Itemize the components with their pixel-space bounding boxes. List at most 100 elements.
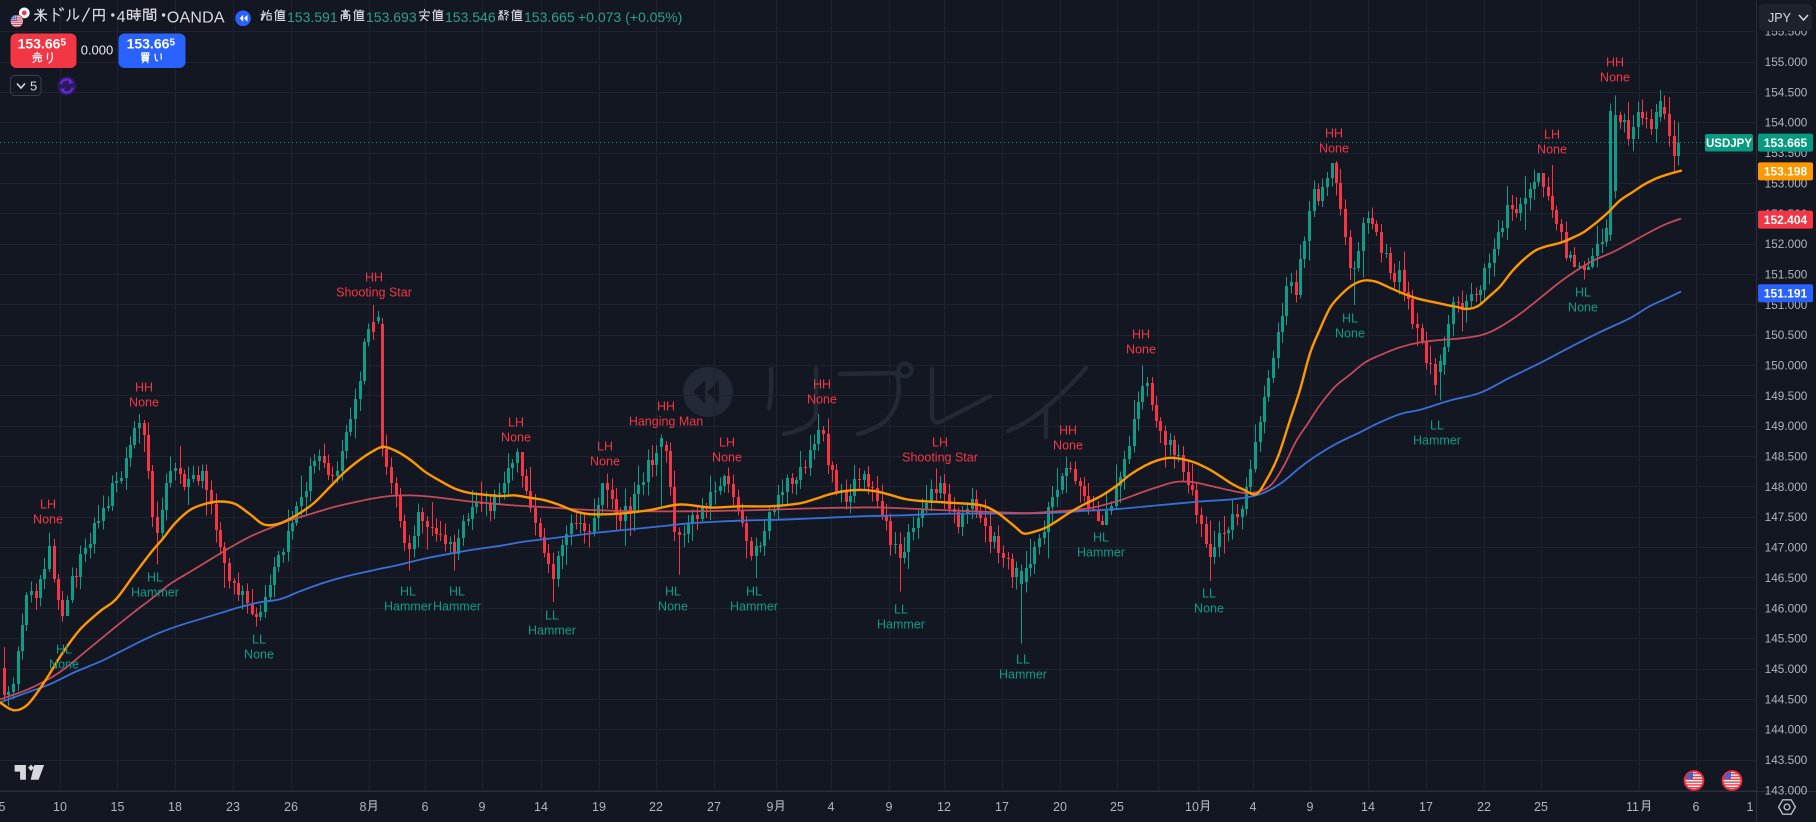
svg-text:HL: HL (665, 585, 681, 599)
svg-text:LL: LL (894, 603, 908, 617)
svg-text:LH: LH (40, 498, 56, 512)
svg-text:None: None (1053, 439, 1083, 453)
svg-text:150.000: 150.000 (1765, 359, 1808, 373)
svg-text:143.000: 143.000 (1765, 783, 1808, 797)
svg-text:Hammer: Hammer (877, 618, 925, 632)
svg-text:Hammer: Hammer (999, 668, 1047, 682)
svg-text:25: 25 (1110, 800, 1124, 814)
svg-text:153.665: 153.665 (1764, 136, 1808, 150)
svg-text:HL: HL (449, 585, 465, 599)
svg-text:None: None (712, 451, 742, 465)
svg-text:23: 23 (226, 800, 240, 814)
svg-text:147.000: 147.000 (1765, 541, 1808, 555)
svg-text:143.500: 143.500 (1765, 753, 1808, 767)
svg-text:None: None (501, 431, 531, 445)
svg-text:15: 15 (111, 800, 125, 814)
svg-text:153.546: 153.546 (445, 9, 496, 25)
svg-text:None: None (658, 600, 688, 614)
svg-text:LH: LH (1544, 128, 1560, 142)
svg-text:Hammer: Hammer (730, 600, 778, 614)
svg-text:None: None (1319, 142, 1349, 156)
svg-text:18: 18 (168, 800, 182, 814)
svg-text:144.000: 144.000 (1765, 723, 1808, 737)
svg-text:None: None (1537, 143, 1567, 157)
svg-text:LL: LL (1202, 587, 1216, 601)
svg-text:None: None (1194, 602, 1224, 616)
svg-text:6: 6 (1693, 800, 1700, 814)
svg-text:Hammer: Hammer (1077, 546, 1125, 560)
svg-text:+0.073 (+0.05%): +0.073 (+0.05%) (578, 9, 682, 25)
svg-text:27: 27 (707, 800, 721, 814)
svg-text:HH: HH (813, 378, 831, 392)
svg-text:22: 22 (1477, 800, 1491, 814)
svg-text:152.404: 152.404 (1764, 213, 1808, 227)
svg-text:6: 6 (422, 800, 429, 814)
svg-text:None: None (1126, 343, 1156, 357)
svg-text:LL: LL (545, 609, 559, 623)
svg-text:153.198: 153.198 (1764, 165, 1808, 179)
svg-text:10: 10 (1185, 800, 1199, 814)
svg-text:151.191: 151.191 (1764, 287, 1808, 301)
svg-text:LL: LL (1430, 419, 1444, 433)
svg-text:22: 22 (649, 800, 663, 814)
svg-text:Shooting Star: Shooting Star (336, 286, 412, 300)
svg-text:151.500: 151.500 (1765, 268, 1808, 282)
svg-text:HL: HL (56, 643, 72, 657)
svg-text:HL: HL (1342, 312, 1358, 326)
svg-text:26: 26 (284, 800, 298, 814)
svg-text:148.500: 148.500 (1765, 450, 1808, 464)
svg-text:149.000: 149.000 (1765, 419, 1808, 433)
svg-text:Hammer: Hammer (433, 600, 481, 614)
svg-text:HL: HL (400, 585, 416, 599)
svg-text:LH: LH (508, 416, 524, 430)
svg-text:LL: LL (1016, 653, 1030, 667)
svg-text:1: 1 (1747, 800, 1754, 814)
svg-text:None: None (33, 513, 63, 527)
svg-text:150.500: 150.500 (1765, 328, 1808, 342)
svg-text:HL: HL (746, 585, 762, 599)
svg-text:145.000: 145.000 (1765, 662, 1808, 676)
svg-text:4: 4 (1250, 800, 1257, 814)
svg-text:None: None (1568, 301, 1598, 315)
svg-text:9: 9 (1307, 800, 1314, 814)
svg-text:14: 14 (534, 800, 548, 814)
svg-text:HL: HL (1093, 531, 1109, 545)
svg-text:5: 5 (0, 800, 6, 814)
svg-text:0.000: 0.000 (81, 43, 114, 58)
svg-text:None: None (1335, 327, 1365, 341)
svg-text:153.66: 153.66 (18, 36, 61, 52)
svg-text:LH: LH (719, 436, 735, 450)
svg-text:Shooting Star: Shooting Star (902, 451, 978, 465)
svg-text:154.500: 154.500 (1765, 85, 1808, 99)
svg-text:Hammer: Hammer (1413, 434, 1461, 448)
svg-text:20: 20 (1053, 800, 1067, 814)
svg-text:Hammer: Hammer (384, 600, 432, 614)
svg-text:17: 17 (995, 800, 1009, 814)
svg-text:10: 10 (53, 800, 67, 814)
svg-text:None: None (49, 658, 79, 672)
svg-text:LL: LL (252, 633, 266, 647)
svg-text:8: 8 (360, 800, 367, 814)
svg-text:HH: HH (1059, 424, 1077, 438)
svg-text:9: 9 (479, 800, 486, 814)
svg-text:HL: HL (147, 571, 163, 585)
svg-text:25: 25 (1534, 800, 1548, 814)
svg-text:OANDA: OANDA (167, 10, 225, 27)
svg-text:Hanging Man: Hanging Man (629, 415, 703, 429)
svg-text:5: 5 (30, 79, 37, 94)
svg-text:148.000: 148.000 (1765, 480, 1808, 494)
svg-text:Hammer: Hammer (528, 624, 576, 638)
svg-text:154.000: 154.000 (1765, 116, 1808, 130)
svg-text:HL: HL (1575, 286, 1591, 300)
svg-text:146.000: 146.000 (1765, 601, 1808, 615)
svg-text:153.665: 153.665 (524, 9, 575, 25)
svg-text:LH: LH (932, 436, 948, 450)
svg-text:12: 12 (937, 800, 951, 814)
svg-text:LH: LH (597, 440, 613, 454)
svg-text:17: 17 (1419, 800, 1433, 814)
svg-text:5: 5 (170, 38, 176, 49)
svg-text:152.000: 152.000 (1765, 237, 1808, 251)
svg-text:153.591: 153.591 (287, 9, 338, 25)
svg-text:HH: HH (365, 271, 383, 285)
svg-text:HH: HH (1132, 328, 1150, 342)
